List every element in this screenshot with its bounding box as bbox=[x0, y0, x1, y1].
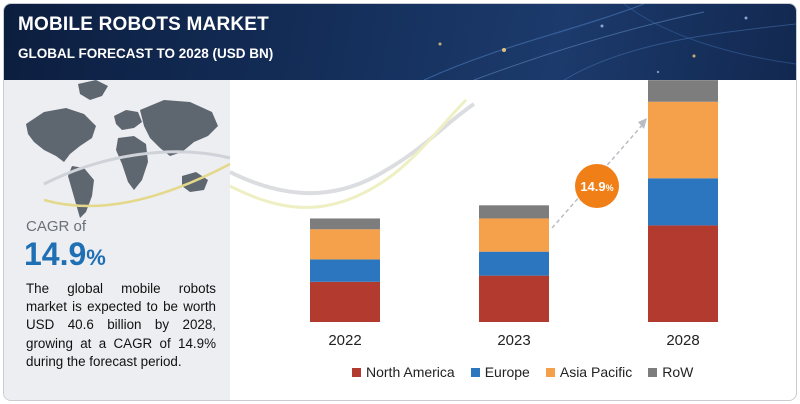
legend-swatch bbox=[545, 367, 555, 377]
cagr-unit: % bbox=[86, 245, 106, 270]
x-tick-label: 2028 bbox=[666, 332, 699, 349]
header-banner: MOBILE ROBOTS MARKET GLOBAL FORECAST TO … bbox=[4, 4, 796, 80]
bar-2022-europe bbox=[310, 259, 380, 282]
chart-legend: North America Europe Asia Pacific RoW bbox=[352, 364, 693, 380]
bar-2022-asia-pacific bbox=[310, 229, 380, 260]
infographic-frame: MOBILE ROBOTS MARKET GLOBAL FORECAST TO … bbox=[3, 3, 797, 401]
bars-layer bbox=[310, 80, 718, 322]
bar-2028-europe bbox=[648, 178, 718, 226]
x-axis: 2022 2023 2028 bbox=[328, 332, 699, 349]
bar-2022-row bbox=[310, 218, 380, 230]
bar-2028-row bbox=[648, 80, 718, 102]
legend-item-north-america: North America bbox=[352, 364, 455, 380]
badge-unit: % bbox=[605, 182, 614, 193]
legend-item-asia-pacific: Asia Pacific bbox=[545, 364, 633, 380]
legend-item-europe: Europe bbox=[470, 364, 530, 380]
market-description: The global mobile robots market is expec… bbox=[26, 281, 216, 369]
legend-label: Asia Pacific bbox=[559, 364, 633, 380]
world-map bbox=[26, 80, 218, 218]
bar-2023-north-america bbox=[479, 275, 549, 322]
header-light-trails bbox=[423, 4, 796, 80]
legend-swatch bbox=[648, 367, 658, 377]
x-tick-label: 2023 bbox=[497, 332, 530, 349]
legend-label: Europe bbox=[484, 364, 530, 380]
badge-number: 14.9 bbox=[580, 178, 606, 194]
x-tick-label: 2022 bbox=[328, 332, 361, 349]
bar-2023-asia-pacific bbox=[479, 218, 549, 252]
trend-swooshes bbox=[43, 98, 476, 209]
stacked-bar-chart: 2022 2023 2028 bbox=[26, 80, 718, 349]
bar-2023-europe bbox=[479, 251, 549, 276]
page-title: MOBILE ROBOTS MARKET bbox=[18, 14, 269, 35]
legend-swatch bbox=[352, 367, 361, 377]
cagr-number: 14.9 bbox=[24, 236, 87, 272]
legend-item-row: RoW bbox=[648, 364, 693, 380]
page-subtitle: GLOBAL FORECAST TO 2028 (USD BN) bbox=[18, 46, 274, 61]
legend-label: RoW bbox=[662, 364, 694, 380]
cagr-label: CAGR of bbox=[26, 218, 87, 235]
bar-2022-north-america bbox=[310, 281, 380, 322]
cagr-value: 14.9% bbox=[24, 236, 106, 273]
bar-2023-row bbox=[479, 205, 549, 219]
cagr-badge: 14.9% bbox=[575, 164, 619, 208]
bar-2028-north-america bbox=[648, 225, 718, 322]
legend-label: North America bbox=[366, 364, 455, 380]
legend-swatch bbox=[470, 367, 480, 377]
bar-2028-asia-pacific bbox=[648, 101, 718, 179]
